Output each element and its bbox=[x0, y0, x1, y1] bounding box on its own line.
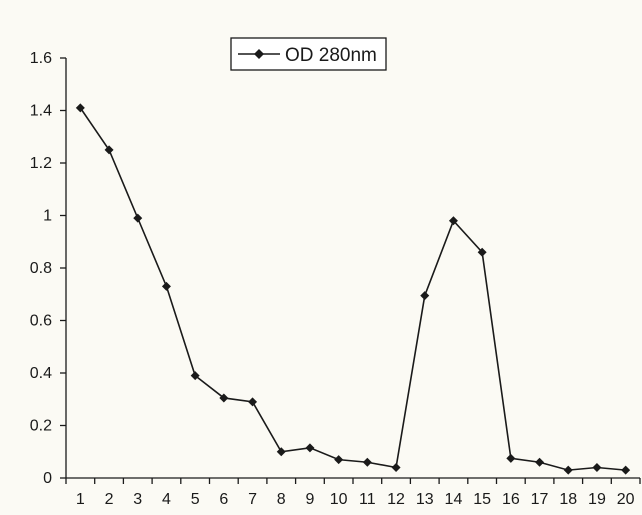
data-point-marker bbox=[506, 453, 516, 463]
data-point-marker bbox=[563, 465, 573, 475]
x-tick-label: 1 bbox=[76, 491, 85, 508]
data-point-marker bbox=[448, 216, 458, 226]
x-tick-label: 15 bbox=[473, 491, 491, 508]
data-point-marker bbox=[420, 291, 430, 301]
x-tick-label: 5 bbox=[191, 491, 200, 508]
legend: OD 280nm bbox=[230, 37, 387, 71]
y-tick-label: 1.2 bbox=[30, 155, 52, 172]
x-tick-label: 8 bbox=[277, 491, 286, 508]
plot-area: 00.20.40.60.811.21.41.6 1 2 3 4 5 6 7 8 9 10 11 12 1… bbox=[30, 50, 641, 508]
data-point-marker bbox=[535, 457, 545, 467]
y-tick-label: 0.4 bbox=[30, 365, 52, 382]
x-tick-label: 19 bbox=[588, 491, 606, 508]
series-line bbox=[79, 107, 626, 471]
x-tick-label: 13 bbox=[416, 491, 434, 508]
y-tick-label: 1.4 bbox=[30, 103, 52, 120]
data-point-marker bbox=[305, 443, 315, 453]
x-tick-label: 6 bbox=[219, 491, 228, 508]
x-tick-label: 18 bbox=[559, 491, 577, 508]
y-tick-label: 0.6 bbox=[30, 313, 52, 330]
data-point-marker bbox=[161, 281, 171, 291]
data-point-marker bbox=[219, 393, 229, 403]
y-ticks: 0 0.2 0.4 0.6 0.8 1 1.2 1.4 1.6 bbox=[30, 50, 66, 487]
legend-marker-icon bbox=[254, 49, 264, 59]
y-tick-label: 1.6 bbox=[30, 50, 52, 67]
legend-label: OD 280nm bbox=[285, 45, 377, 66]
data-point-marker bbox=[391, 463, 401, 472]
data-point-marker bbox=[133, 213, 143, 223]
x-tick-label: 16 bbox=[502, 491, 520, 508]
x-tick-label: 12 bbox=[387, 491, 405, 508]
x-tick-label: 7 bbox=[248, 491, 257, 508]
x-tick-label: 14 bbox=[445, 491, 463, 508]
x-tick-label: 11 bbox=[359, 491, 376, 508]
data-point-marker bbox=[362, 457, 372, 467]
x-tick-label: 3 bbox=[133, 491, 142, 508]
x-tick-label: 9 bbox=[305, 491, 314, 508]
data-point-marker bbox=[75, 103, 85, 113]
data-point-marker bbox=[248, 397, 258, 407]
series-layer bbox=[75, 103, 631, 475]
x-tick-label: 4 bbox=[162, 491, 171, 508]
x-tick-label: 17 bbox=[531, 491, 549, 508]
data-point-marker bbox=[592, 463, 602, 472]
data-point-marker bbox=[334, 455, 344, 465]
data-point-marker bbox=[477, 247, 487, 257]
y-tick-label: 1 bbox=[43, 208, 52, 225]
x-tick-label: 10 bbox=[330, 491, 348, 508]
data-point-marker bbox=[190, 371, 200, 381]
data-point-marker bbox=[621, 465, 631, 475]
x-tick-label: 20 bbox=[617, 491, 635, 508]
x-tick-label: 2 bbox=[105, 491, 114, 508]
data-point-marker bbox=[104, 145, 114, 155]
data-point-marker bbox=[276, 447, 286, 457]
y-tick-label: 0.2 bbox=[30, 418, 52, 435]
y-tick-label: 0 bbox=[43, 470, 52, 487]
x-ticks: 1 2 3 4 5 6 7 8 9 10 11 12 13 14 15 16 17 18 19 20 bbox=[65, 478, 641, 508]
y-tick-label: 0.8 bbox=[30, 260, 52, 277]
